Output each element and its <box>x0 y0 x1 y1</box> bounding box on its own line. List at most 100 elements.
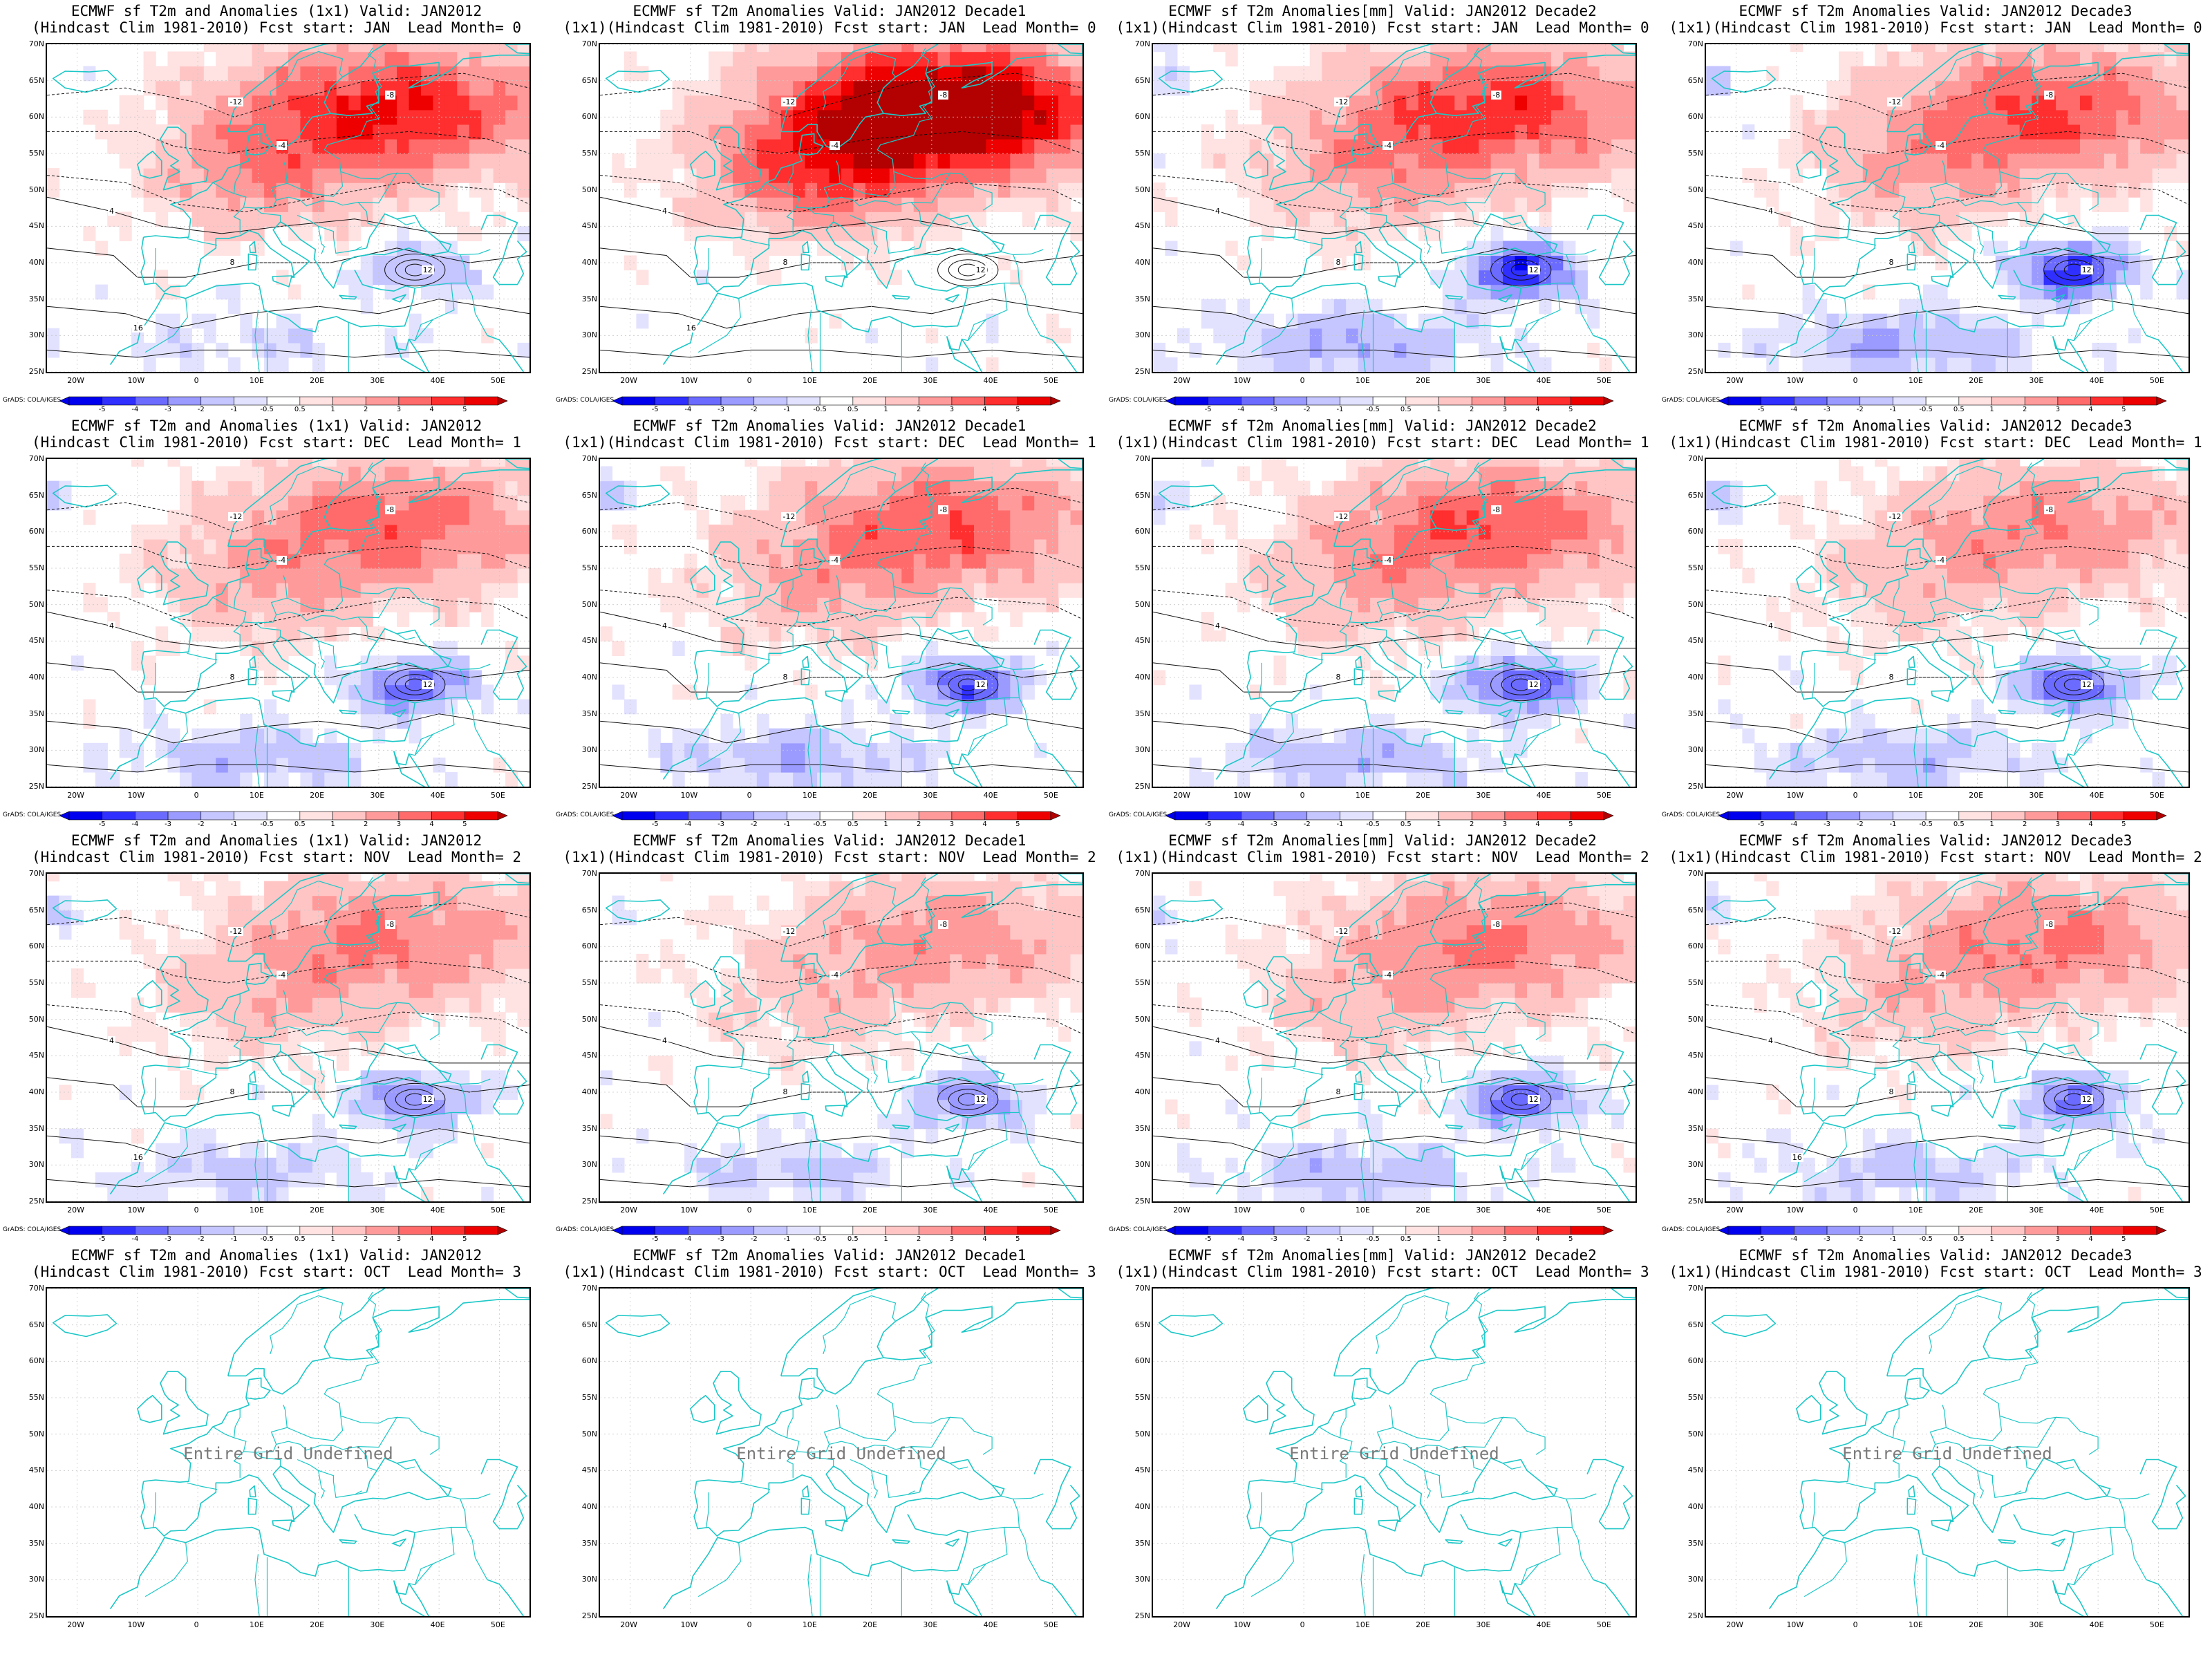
anomaly-cell <box>1875 44 1888 53</box>
anomaly-cell <box>817 728 830 744</box>
anomaly-cell <box>997 255 1011 271</box>
anomaly-cell <box>1766 66 1779 82</box>
anomaly-cell <box>1454 197 1468 212</box>
anomaly-cell <box>1587 612 1600 627</box>
anomaly-cell <box>300 583 313 598</box>
anomaly-cell <box>264 66 277 82</box>
anomaly-cell <box>1346 44 1359 53</box>
anomaly-cell <box>1875 568 1888 583</box>
anomaly-cell <box>1430 480 1443 496</box>
anomaly-cell <box>1430 626 1443 641</box>
anomaly-cell <box>517 524 529 540</box>
anomaly-cell <box>1995 197 2008 212</box>
colorbar-tick-label: -1 <box>230 821 238 828</box>
colorbar-tick-label: 2 <box>2023 406 2027 413</box>
anomaly-cell <box>1022 466 1035 482</box>
anomaly-cell <box>1778 509 1791 525</box>
border-line <box>1424 50 1450 77</box>
anomaly-cell <box>517 342 529 358</box>
anomaly-cell <box>853 168 866 183</box>
anomaly-cell <box>360 95 373 111</box>
anomaly-cell <box>2128 80 2141 96</box>
anomaly-cell <box>817 66 830 82</box>
anomaly-cell <box>769 153 782 169</box>
anomaly-cell <box>937 168 950 183</box>
anomaly-cell <box>264 44 277 53</box>
anomaly-cell <box>191 612 205 627</box>
anomaly-cell <box>744 459 758 467</box>
anomaly-cell <box>720 509 733 525</box>
lat-tick-label: 60N <box>1687 112 1703 122</box>
anomaly-cell <box>1550 66 1564 82</box>
lon-tick-label: 10E <box>1355 376 1370 385</box>
anomaly-cell <box>180 357 192 372</box>
anomaly-cell <box>276 480 289 496</box>
colorbar-swatch <box>1826 396 1861 406</box>
anomaly-cell <box>733 109 745 125</box>
anomaly-cell <box>817 538 830 554</box>
anomaly-cell <box>1430 583 1443 598</box>
anomaly-cell <box>877 742 890 758</box>
anomaly-cell <box>1575 51 1588 67</box>
anomaly-cell <box>240 466 253 482</box>
anomaly-cell <box>360 299 373 315</box>
contour-ring <box>395 259 435 281</box>
lon-tick-label: 10W <box>1233 376 1251 385</box>
anomaly-cell <box>1382 524 1395 540</box>
coastline <box>946 751 983 787</box>
anomaly-cell <box>167 583 180 598</box>
lat-tick-label: 45N <box>1687 636 1703 646</box>
coastline <box>1333 527 1437 565</box>
colorbar-swatch <box>266 811 301 821</box>
anomaly-cell <box>336 538 349 554</box>
anomaly-cell <box>962 109 975 125</box>
lon-tick-label: 20E <box>1416 791 1431 800</box>
anomaly-cell <box>1971 168 1984 183</box>
anomaly-cell <box>853 66 866 82</box>
colorbar-ticks: -5 -4 -3 -2 -1 -0.5 0.5 1 2 3 4 5 <box>553 821 1106 829</box>
anomaly-cell <box>1454 568 1468 583</box>
anomaly-cell <box>1034 495 1047 511</box>
border-line <box>153 247 156 283</box>
anomaly-cell <box>1213 44 1226 53</box>
anomaly-cell <box>1430 168 1443 183</box>
anomaly-cell <box>324 466 337 482</box>
island-outline <box>605 70 671 93</box>
anomaly-cell <box>1309 212 1322 227</box>
anomaly-cell <box>1886 313 1900 329</box>
anomaly-cell <box>2032 168 2045 183</box>
anomaly-cell <box>636 313 649 329</box>
anomaly-cell <box>937 524 950 540</box>
anomaly-cell <box>481 95 494 111</box>
island-outline <box>272 690 293 702</box>
anomaly-cell <box>203 226 216 241</box>
anomaly-cell <box>433 583 446 598</box>
anomaly-cell <box>1623 95 1635 111</box>
anomaly-cell <box>1273 80 1286 96</box>
anomaly-cell <box>2043 153 2056 169</box>
anomaly-cell <box>517 138 529 154</box>
anomaly-cell <box>1839 109 1851 125</box>
border-line <box>212 182 247 234</box>
anomaly-cell <box>83 226 96 241</box>
anomaly-cell <box>276 51 289 67</box>
anomaly-cell <box>191 583 205 598</box>
anomaly-cell <box>744 138 758 154</box>
border-line <box>409 283 455 341</box>
anomaly-cell <box>1309 553 1322 569</box>
anomaly-cell <box>950 655 963 671</box>
colorbar-tick-label: 0.5 <box>294 406 306 413</box>
colorbar-tick-label: 1 <box>883 406 888 413</box>
lat-tick-label: 40N <box>1134 258 1150 267</box>
anomaly-cell <box>974 124 986 140</box>
anomaly-cell <box>817 583 830 598</box>
anomaly-cell <box>360 684 373 700</box>
anomaly-cell <box>276 641 289 656</box>
anomaly-cell <box>505 538 518 554</box>
anomaly-cell <box>1623 684 1635 700</box>
contour-line <box>600 590 1082 627</box>
anomaly-cell <box>517 109 529 125</box>
anomaly-cell <box>1971 197 1984 212</box>
anomaly-cell <box>1826 509 1839 525</box>
anomaly-cell <box>926 553 939 569</box>
